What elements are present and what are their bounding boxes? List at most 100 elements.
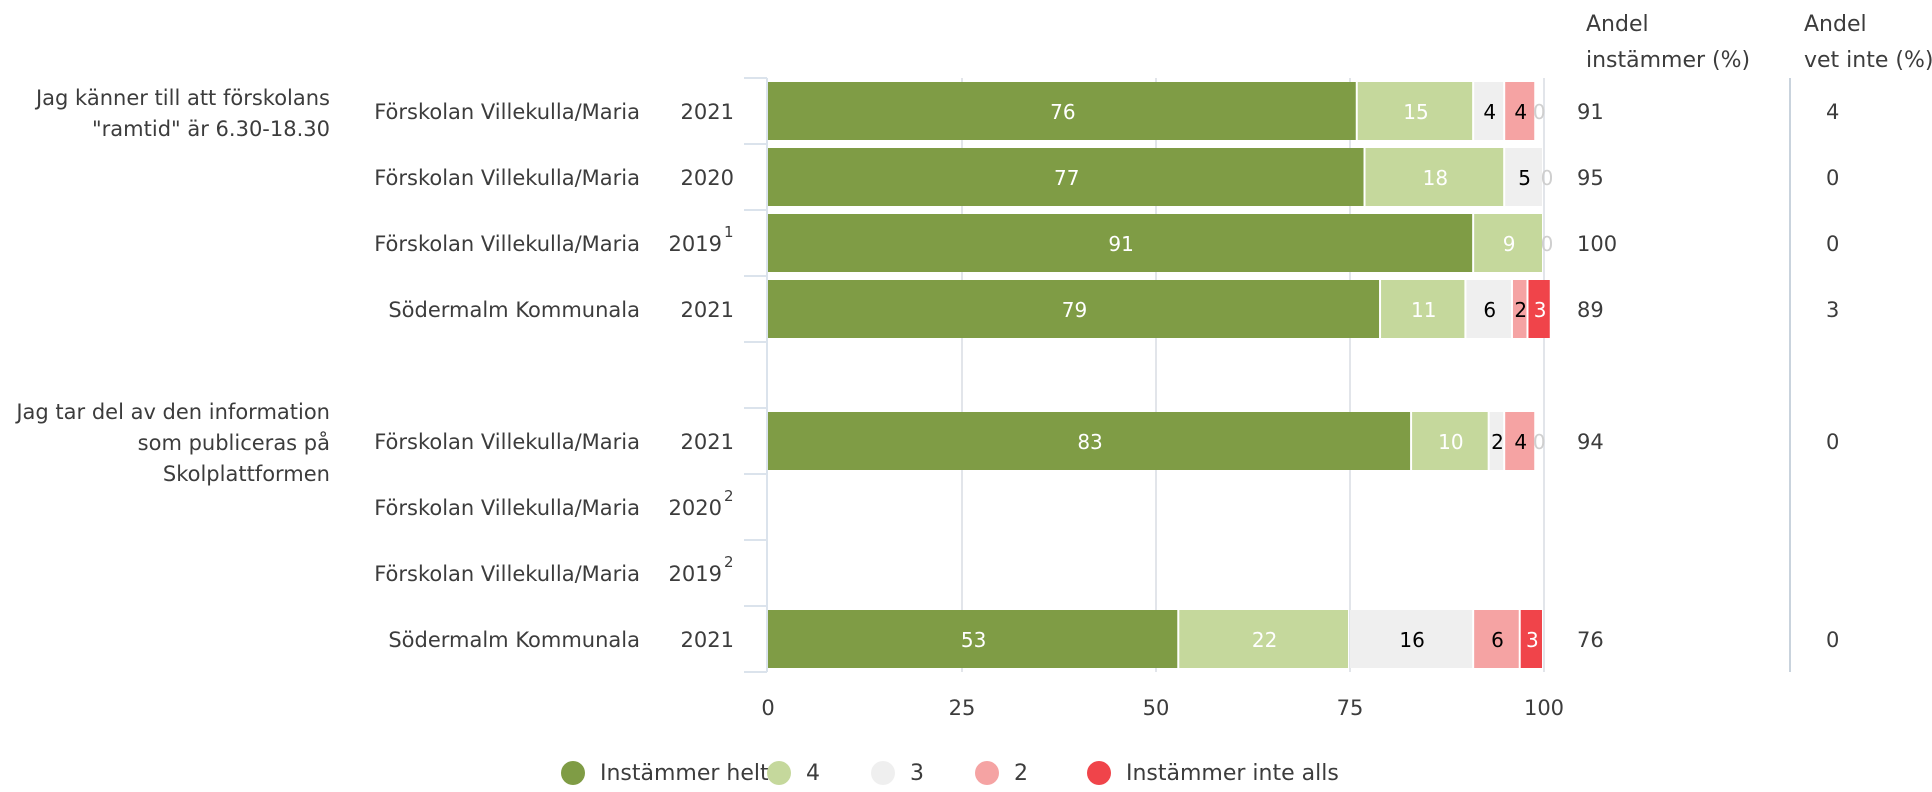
bar-segment: [1505, 412, 1535, 470]
dontknow-value: 0: [1826, 628, 1839, 652]
bar-segment: [1365, 148, 1504, 206]
x-tick-label: 75: [1337, 696, 1364, 720]
legend-label: 2: [1014, 761, 1028, 786]
bar-segment: [1528, 280, 1550, 338]
bar-value-label: 22: [1252, 628, 1277, 652]
agree-value: 95: [1577, 166, 1604, 190]
row-year-footnote: 1: [724, 223, 734, 241]
bar-segment: [1474, 610, 1519, 668]
bar-value-label: 16: [1399, 628, 1424, 652]
legend-label: Instämmer inte alls: [1126, 761, 1339, 786]
row-year-label: 2019: [669, 232, 722, 256]
bar-segment: [1466, 280, 1511, 338]
bar-segment: [1357, 82, 1473, 140]
bar-segment: [1489, 412, 1504, 470]
row-unit-label: Förskolan Villekulla/Maria: [374, 232, 640, 256]
row-year-footnote: 2: [724, 553, 734, 571]
bar-value-label: 6: [1483, 298, 1496, 322]
bar-segment: [1179, 610, 1348, 668]
bar-value-label: 9: [1503, 232, 1516, 256]
legend: Instämmer helt 4 3 2 Instämmer inte alls: [561, 761, 1339, 786]
bar-segment: [768, 280, 1380, 338]
row-unit-label: Södermalm Kommunala: [388, 298, 640, 322]
bar-segment: [1520, 610, 1542, 668]
dontknow-value: 0: [1826, 430, 1839, 454]
bar-value-label: 18: [1423, 166, 1448, 190]
dontknow-value: 3: [1826, 298, 1839, 322]
question-label-line: Jag tar del av den information: [14, 400, 330, 424]
bar-value-label: 11: [1411, 298, 1436, 322]
bar-value-label: 76: [1050, 100, 1075, 124]
bar-value-label: 0: [1533, 100, 1546, 124]
row-unit-label: Förskolan Villekulla/Maria: [374, 496, 640, 520]
legend-label: 3: [910, 761, 924, 786]
bar-segment: [1474, 82, 1504, 140]
question-labels: Jag känner till att förskolans "ramtid" ä…: [14, 86, 330, 486]
row-year-label: 2021: [681, 430, 734, 454]
legend-label: Instämmer helt: [600, 761, 769, 786]
question-label-line: Jag känner till att förskolans: [34, 86, 330, 110]
dontknow-value: 0: [1826, 166, 1839, 190]
row-year-label: 2021: [681, 298, 734, 322]
chart-rows: Förskolan Villekulla/Maria 2021 76 15 4 4 0 91 4…: [374, 82, 1839, 668]
bar-segment: [1412, 412, 1488, 470]
bar-value-label: 2: [1491, 430, 1504, 454]
bar-segment: [768, 148, 1364, 206]
bar-value-label: 10: [1438, 430, 1463, 454]
x-tick-label: 25: [949, 696, 976, 720]
agree-header-line: Andel: [1586, 12, 1649, 37]
dontknow-value: 0: [1826, 232, 1839, 256]
column-headers: Andel instämmer (%) Andel vet inte (%): [1586, 12, 1932, 73]
bar-value-label: 6: [1491, 628, 1504, 652]
bar-value-label: 5: [1518, 166, 1531, 190]
bar-segment: [768, 412, 1411, 470]
row-unit-label: Södermalm Kommunala: [388, 628, 640, 652]
legend-swatch: [767, 761, 791, 785]
agree-header-line: instämmer (%): [1586, 48, 1750, 73]
x-tick-label: 100: [1524, 696, 1564, 720]
bar-segment: [1505, 148, 1542, 206]
bar-value-label: 0: [1541, 232, 1554, 256]
legend-swatch: [1087, 761, 1111, 785]
row-unit-label: Förskolan Villekulla/Maria: [374, 100, 640, 124]
agree-value: 76: [1577, 628, 1604, 652]
x-axis: 0 25 50 75 100: [761, 696, 1564, 720]
row-year-label: 2020: [681, 166, 734, 190]
question-label-line: Skolplattformen: [163, 462, 330, 486]
dontknow-header-line: vet inte (%): [1804, 48, 1932, 73]
bar-value-label: 15: [1403, 100, 1428, 124]
bar-value-label: 4: [1483, 100, 1496, 124]
bar-value-label: 83: [1077, 430, 1102, 454]
bar-value-label: 79: [1062, 298, 1087, 322]
bar-segment: [768, 214, 1473, 272]
row-year-label: 2019: [669, 562, 722, 586]
bar-segment: [768, 610, 1178, 668]
bar-value-label: 91: [1108, 232, 1133, 256]
row-year-footnote: 2: [724, 487, 734, 505]
x-tick-label: 0: [761, 696, 774, 720]
agree-value: 91: [1577, 100, 1604, 124]
agree-value: 100: [1577, 232, 1617, 256]
bar-value-label: 77: [1054, 166, 1079, 190]
bar-value-label: 2: [1514, 298, 1527, 322]
bar-value-label: 0: [1533, 430, 1546, 454]
dontknow-header-line: Andel: [1804, 12, 1867, 37]
bar-segment: [1512, 280, 1527, 338]
legend-label: 4: [806, 761, 820, 786]
bar-segment: [1505, 82, 1535, 140]
bar-value-label: 53: [961, 628, 986, 652]
bar-value-label: 4: [1514, 100, 1527, 124]
row-year-label: 2020: [669, 496, 722, 520]
agree-value: 89: [1577, 298, 1604, 322]
bar-segment: [1474, 214, 1542, 272]
bar-value-label: 3: [1526, 628, 1539, 652]
legend-swatch: [871, 761, 895, 785]
bar-segment: [768, 82, 1356, 140]
agree-value: 94: [1577, 430, 1604, 454]
question-label-line: som publiceras på: [138, 430, 330, 455]
dontknow-value: 4: [1826, 100, 1839, 124]
row-unit-label: Förskolan Villekulla/Maria: [374, 166, 640, 190]
row-year-label: 2021: [681, 100, 734, 124]
bar-segment: [1381, 280, 1465, 338]
